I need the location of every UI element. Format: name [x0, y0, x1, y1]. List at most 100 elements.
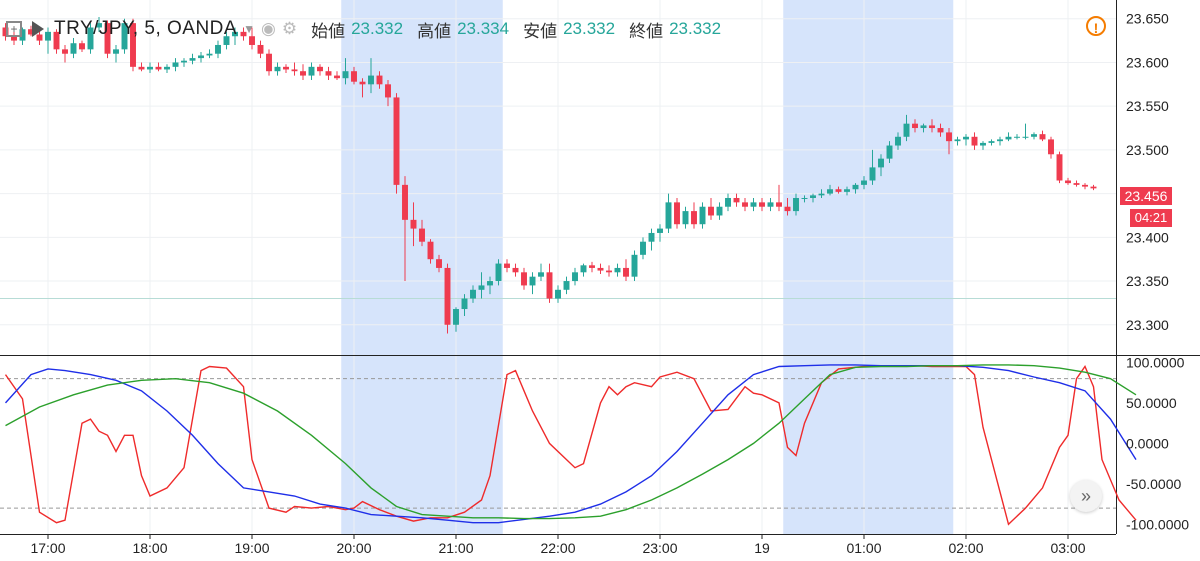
- candle-body: [648, 232, 655, 242]
- flag-icon[interactable]: [32, 21, 44, 37]
- candle-body: [929, 125, 935, 129]
- candle-body: [470, 289, 476, 299]
- candle-body: [436, 259, 442, 268]
- candle-body: [155, 66, 162, 70]
- candle-body: [283, 66, 289, 70]
- last-price-tag: 23.456: [1120, 187, 1172, 205]
- double-chevron-right-icon[interactable]: »: [1070, 480, 1102, 512]
- bar-countdown-tag: 04:21: [1130, 209, 1172, 227]
- candle-body: [342, 71, 349, 79]
- candle-body: [1014, 136, 1020, 138]
- candle-body: [138, 66, 145, 70]
- candle-body: [597, 267, 604, 271]
- candle-body: [87, 27, 94, 50]
- time-tick-label: 02:00: [948, 540, 983, 556]
- candle-body: [181, 60, 187, 63]
- high-value: 23.334: [457, 19, 510, 38]
- gear-icon[interactable]: ⚙: [281, 19, 298, 38]
- candle-body: [793, 197, 799, 212]
- candle-body: [988, 141, 995, 143]
- candle-body: [589, 265, 595, 268]
- session-highlight: [341, 0, 503, 534]
- candle-body: [623, 267, 629, 277]
- candle-body: [351, 71, 357, 82]
- close-label: 終値: [629, 21, 664, 41]
- candle-body: [453, 309, 459, 325]
- candle-body: [733, 197, 740, 203]
- oscillator-tick-label: -100.0000: [1126, 516, 1189, 532]
- candle-body: [28, 29, 34, 35]
- candle-body: [19, 29, 26, 41]
- candle-body: [963, 136, 969, 140]
- candle-body: [750, 202, 757, 207]
- open-label: 始値: [311, 21, 346, 41]
- candle-body: [512, 267, 519, 273]
- candle-body: [334, 75, 340, 79]
- candle-body: [189, 58, 196, 61]
- candle-body: [249, 36, 255, 45]
- candle-body: [946, 132, 952, 142]
- price-tick-label: 23.400: [1126, 229, 1169, 245]
- candle-body: [206, 53, 213, 56]
- candle-body: [376, 75, 383, 85]
- time-tick-label: 01:00: [846, 540, 881, 556]
- candle-body: [478, 285, 485, 290]
- price-tick-label: 23.500: [1126, 142, 1169, 158]
- candle-body: [45, 31, 51, 41]
- candle-body: [274, 66, 281, 72]
- candle-body: [1031, 134, 1037, 137]
- chevron-down-icon[interactable]: ▼: [243, 22, 255, 36]
- candle-body: [665, 202, 672, 229]
- warning-icon[interactable]: !: [1086, 16, 1106, 36]
- candle-body: [895, 136, 901, 146]
- crosshair-icon[interactable]: +: [6, 21, 22, 37]
- price-tick-label: 23.550: [1126, 98, 1169, 114]
- price-tick-label: 23.600: [1126, 54, 1169, 70]
- time-tick-label: 21:00: [438, 540, 473, 556]
- candle-body: [555, 289, 561, 299]
- candle-body: [368, 75, 374, 85]
- candle-body: [1090, 186, 1097, 189]
- candle-body: [495, 263, 502, 282]
- candle-body: [682, 211, 689, 225]
- session-highlight: [783, 0, 954, 534]
- candle-body: [504, 263, 510, 268]
- candle-body: [130, 23, 136, 67]
- candle-body: [954, 139, 961, 142]
- candle-body: [844, 189, 850, 192]
- candle-body: [614, 267, 621, 273]
- candle-body: [572, 272, 578, 282]
- candle-body: [546, 272, 553, 299]
- candle-body: [70, 43, 77, 54]
- candle-body: [2, 27, 9, 37]
- candle-body: [257, 44, 264, 54]
- candle-body: [903, 123, 910, 137]
- candle-body: [1073, 183, 1080, 185]
- candle-body: [266, 53, 272, 72]
- candle-body: [121, 23, 128, 50]
- high-label: 高値: [417, 21, 452, 41]
- candle-body: [1022, 136, 1029, 138]
- candle-body: [716, 206, 723, 216]
- candle-body: [11, 36, 17, 41]
- candle-body: [402, 184, 408, 220]
- eye-icon[interactable]: ◉: [260, 19, 276, 38]
- open-value: 23.332: [351, 19, 404, 38]
- candle-body: [104, 23, 111, 54]
- candle-body: [784, 206, 791, 212]
- candle-body: [886, 145, 893, 159]
- candle-body: [997, 139, 1003, 142]
- candle-body: [521, 272, 527, 286]
- candle-body: [1048, 139, 1054, 155]
- candle-body: [801, 197, 808, 199]
- oscillator-tick-label: 0.0000: [1126, 435, 1169, 451]
- candle-body: [385, 84, 391, 98]
- candle-body: [427, 241, 434, 260]
- close-value: 23.332: [669, 19, 722, 38]
- candle-body: [725, 197, 731, 207]
- symbol-label[interactable]: TRY/JPY, 5, OANDA: [54, 18, 238, 39]
- candle-body: [53, 31, 60, 50]
- time-tick-label: 19: [754, 540, 770, 556]
- candle-body: [674, 202, 680, 225]
- candle-body: [172, 62, 179, 67]
